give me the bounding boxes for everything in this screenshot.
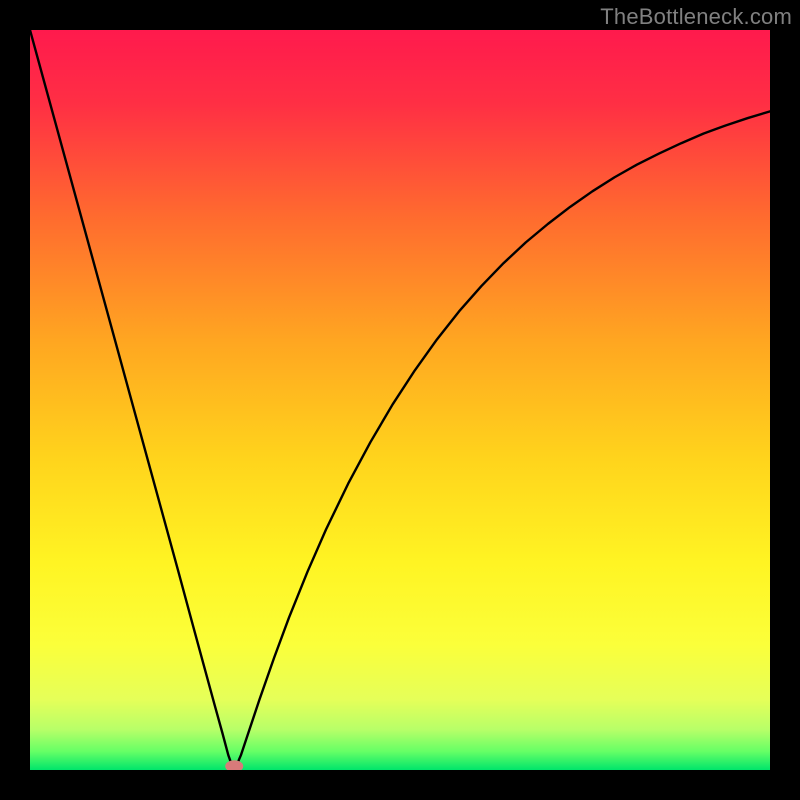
chart-frame: TheBottleneck.com (0, 0, 800, 800)
minimum-marker (225, 760, 243, 770)
plot-area (30, 30, 770, 770)
bottleneck-curve (30, 30, 770, 770)
watermark-text: TheBottleneck.com (600, 4, 792, 30)
